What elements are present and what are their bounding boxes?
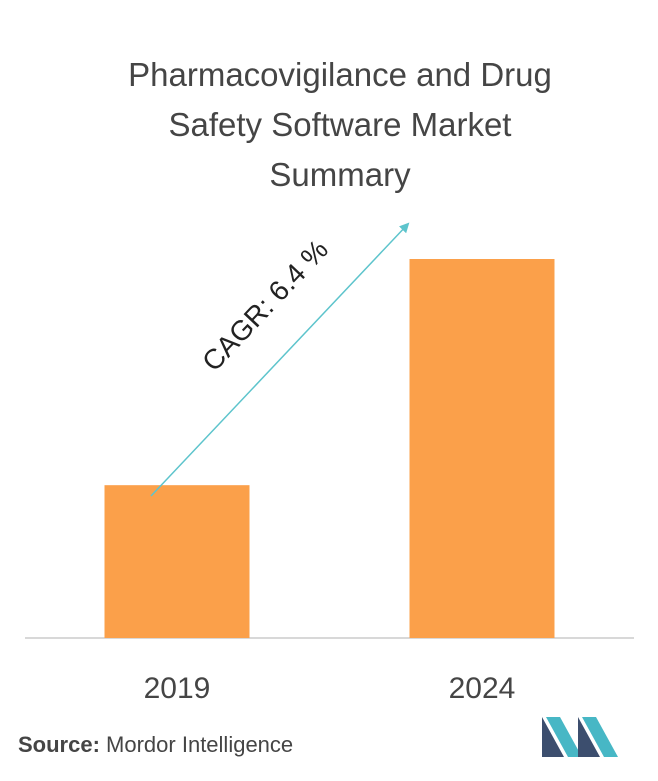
chart-title: Pharmacovigilance and Drug Safety Softwa… — [60, 50, 620, 200]
title-line-1: Pharmacovigilance and Drug — [128, 56, 552, 93]
cagr-label: CAGR: 6.4 % — [196, 234, 334, 377]
bar-2024 — [409, 259, 555, 638]
mordor-intelligence-logo-icon — [542, 717, 618, 762]
source-text: Mordor Intelligence — [106, 732, 294, 757]
title-line-3: Summary — [269, 156, 411, 193]
x-tick-label-2024: 2024 — [449, 672, 516, 705]
source-label: Source: — [18, 732, 100, 757]
title-line-2: Safety Software Market — [168, 106, 512, 143]
source-note: Source: Mordor Intelligence — [18, 732, 293, 758]
x-tick-label-2019: 2019 — [144, 672, 211, 705]
cagr-arrow — [150, 222, 410, 497]
bar-2019 — [104, 485, 250, 638]
